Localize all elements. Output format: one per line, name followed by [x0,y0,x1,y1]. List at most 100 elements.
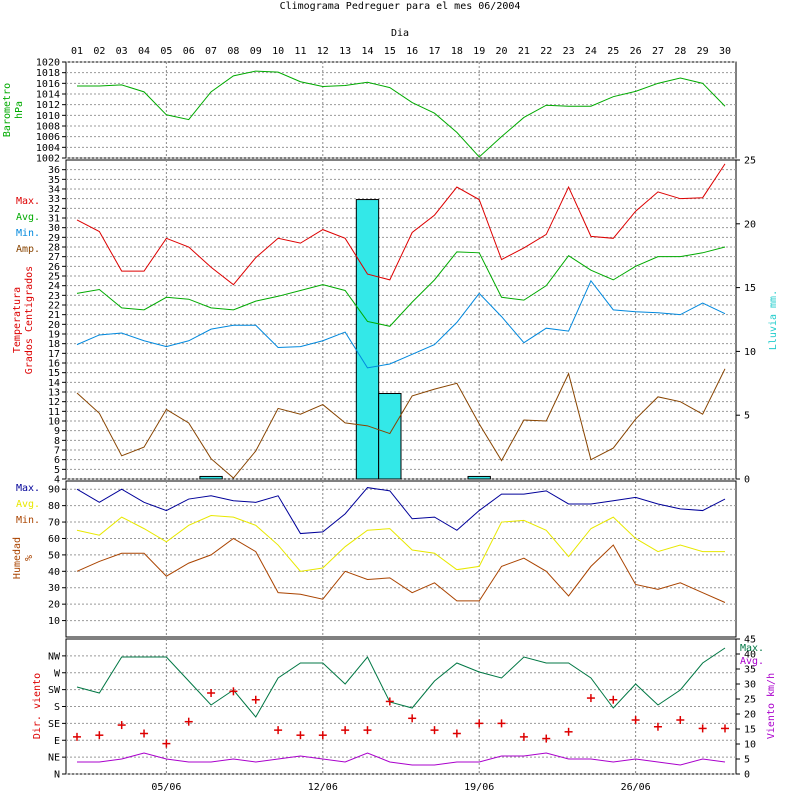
y-tick-label: 50 [48,550,60,561]
series-line [76,537,726,603]
y2-tick-label: 10 [744,740,756,751]
x-tick-label: 15 [384,46,396,57]
y2-tick-label: 30 [744,680,756,691]
wind-direction-point [184,717,193,726]
y-tick-label: 31 [48,214,60,225]
x-tick-label: 18 [451,46,463,57]
y-tick-label: 12 [48,397,60,408]
week-tick-label: 12/06 [308,782,338,793]
series-line [77,752,726,766]
y2-axis-label: Lluvia mm. [768,290,779,350]
y2-tick-label: 0 [744,475,750,486]
x-tick-label: 04 [138,46,150,57]
x-tick-label: 25 [607,46,619,57]
y-tick-label: 23 [48,291,60,302]
x-tick-label: 23 [563,46,575,57]
y-axis-label: Grados Centigrados [24,266,35,374]
x-tick-label: 24 [585,46,597,57]
wind-direction-point [653,722,662,731]
wind-direction-point [251,695,260,704]
x-tick-label: 22 [540,46,552,57]
wind-direction-point [274,726,283,735]
y-tick-label: 80 [48,501,60,512]
x-tick-label: 10 [272,46,284,57]
week-tick-label: 19/06 [464,782,494,793]
wind-direction-point [363,726,372,735]
y-tick-label: 29 [48,233,60,244]
y-tick-label: E [54,736,60,747]
wind-direction-point [430,726,439,735]
y-tick-label: 30 [48,223,60,234]
x-tick-label: 07 [205,46,217,57]
series-line [76,163,726,286]
y-tick-label: SE [48,719,60,730]
y-tick-label: 24 [48,281,60,292]
x-tick-label: 17 [428,46,440,57]
x-tick-label: 16 [406,46,418,57]
legend-entry: Min. [16,228,40,239]
x-tick-labels-top: 01 02 03 04 05 06 07 08 09 10 11 12 13 14 15 16 17 18 19 20… [71,46,731,57]
y-tick-label: 1004 [36,143,60,154]
wind-direction-point [73,732,81,741]
y-axis-label: hPa [14,101,25,119]
wind-direction-point [140,729,149,738]
y-tick-label: 15 [48,368,60,379]
legend-entry: Max. [740,643,764,654]
y-tick-label: 36 [48,165,60,176]
y-tick-label: 60 [48,534,60,545]
legend-entry: Min. [16,515,40,526]
series-line [77,70,726,158]
y2-tick-label: 15 [744,283,756,294]
y-tick-label: 1002 [36,154,60,165]
x-tick-label: 13 [339,46,351,57]
y-tick-label: 40 [48,567,60,578]
x-tick-label: 11 [294,46,306,57]
y-tick-label: 11 [48,407,60,418]
rain-bar [467,475,491,480]
y-tick-label: 6 [54,455,60,466]
y-tick-label: 90 [48,485,60,496]
y-tick-label: 1016 [36,79,60,90]
wind-direction-point [296,731,305,740]
y-tick-label: W [54,668,61,679]
y-tick-label: NE [48,753,60,764]
wind-direction-point [676,716,685,724]
wind-direction-point [452,729,461,738]
y-tick-label: 1010 [36,111,60,122]
y2-tick-label: 10 [744,347,756,358]
week-tick-label: 05/06 [151,782,181,793]
wind-direction-point [385,697,394,706]
y2-axis-label: Viento km/h [766,673,777,739]
y-tick-label: 20 [48,600,60,611]
y-tick-label: S [54,702,60,713]
y-tick-label: 9 [54,426,60,437]
y2-tick-label: 40 [744,650,756,661]
legend-entry: Avg. [16,212,40,223]
y2-tick-label: 45 [744,635,756,646]
wind-direction-point [542,734,551,743]
y-tick-label: SW [48,685,61,696]
y2-tick-label: 25 [744,156,756,167]
x-tick-label: 30 [719,46,731,57]
x-axis-title: Dia [391,28,409,39]
x-tick-label: 09 [250,46,262,57]
y-tick-label: 1014 [36,90,60,101]
series-line [76,368,726,479]
y2-tick-label: 5 [744,755,750,766]
x-tick-label: 14 [361,46,373,57]
x-tick-labels-bottom: 05/06 12/06 19/06 26/06 [151,782,650,793]
y-tick-label: 34 [48,185,60,196]
y-tick-label: 27 [48,252,60,263]
legend-entry: Max. [16,483,40,494]
y-tick-label: 70 [48,518,60,529]
x-tick-label: 06 [183,46,195,57]
series-line [76,246,726,327]
panel-temperature: 4567891011121314151617181920212223242526… [12,156,779,486]
y-tick-label: 25 [48,272,60,283]
rain-bar [378,393,402,480]
y-axis-label: % [24,555,35,561]
x-tick-label: 28 [674,46,686,57]
panels: 1002100410061008101010121014101610181020… [2,58,779,781]
wind-direction-point [519,732,528,741]
